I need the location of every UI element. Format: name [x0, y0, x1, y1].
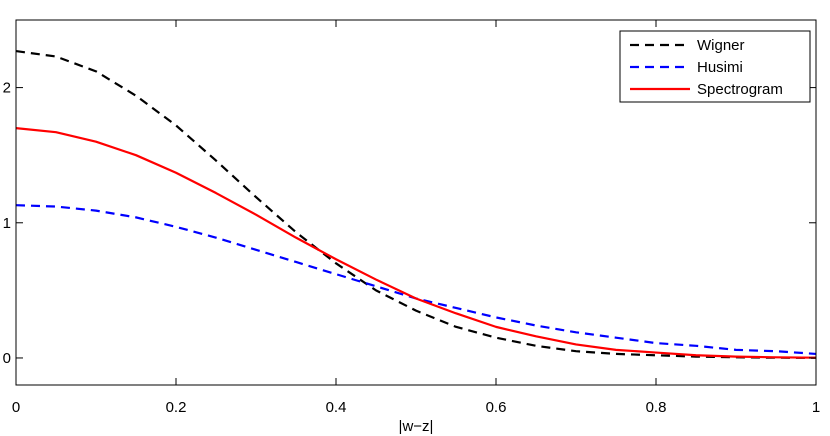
series-layer [15, 49, 817, 359]
legend: Wigner Husimi Spectrogram [619, 30, 811, 103]
x-tick-label: 0.8 [646, 399, 667, 416]
series-line-wigner [15, 49, 817, 359]
x-tick-label: 1 [812, 399, 820, 416]
series-line-spectrogram [15, 127, 817, 359]
y-tick-label: 1 [3, 215, 11, 232]
legend-label-spectrogram: Spectrogram [697, 81, 783, 98]
x-tick-label: 0.4 [326, 399, 347, 416]
legend-label-husimi: Husimi [697, 59, 743, 76]
x-axis-label: |w−z| [399, 418, 434, 435]
x-tick-label: 0.2 [166, 399, 187, 416]
legend-label-wigner: Wigner [697, 37, 745, 54]
y-tick-label: 2 [3, 80, 11, 97]
x-tick-label: 0.6 [486, 399, 507, 416]
plot-frame [15, 19, 817, 386]
series-line-husimi [15, 204, 817, 356]
x-tick-label: 0 [12, 399, 20, 416]
ticks-layer: 0 0.2 0.4 0.6 0.8 1 0 1 2 [3, 20, 820, 416]
y-tick-label: 0 [3, 350, 11, 367]
